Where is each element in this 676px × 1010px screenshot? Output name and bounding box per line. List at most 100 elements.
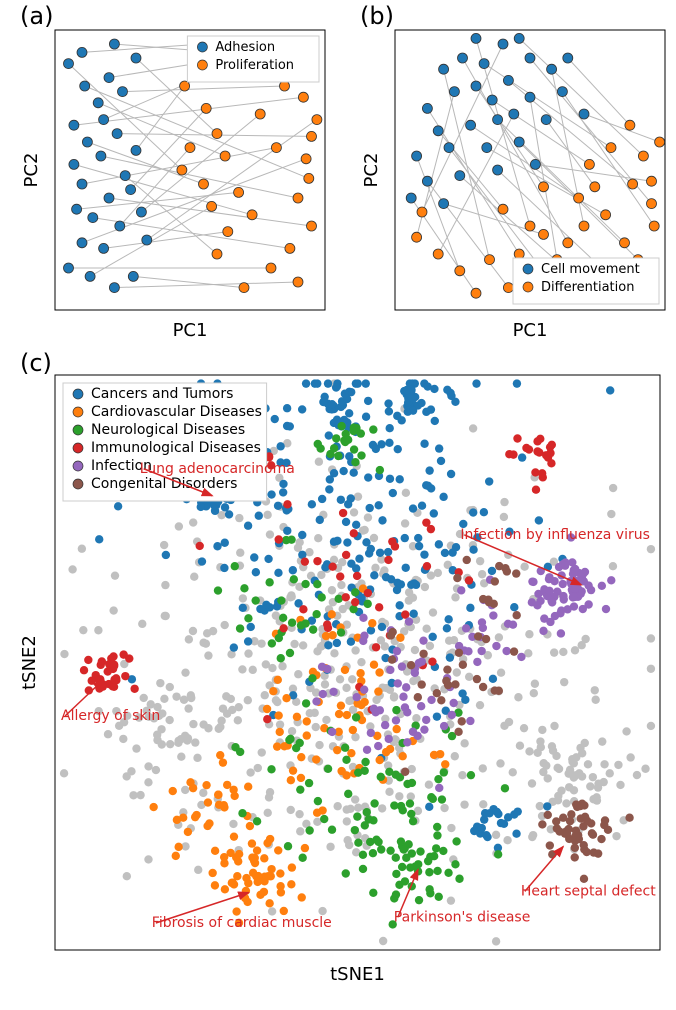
- point-series-a: [471, 33, 481, 43]
- tsne-point: [589, 773, 597, 781]
- tsne-point: [427, 793, 435, 801]
- point-series-a: [69, 159, 79, 169]
- tsne-point: [469, 508, 477, 516]
- tsne-point: [460, 800, 468, 808]
- tsne-point: [597, 835, 605, 843]
- tsne-point: [547, 459, 555, 467]
- tsne-point: [299, 641, 307, 649]
- tsne-point: [253, 817, 261, 825]
- tsne-point: [354, 768, 362, 776]
- tsne-point: [214, 586, 222, 594]
- tsne-point: [202, 640, 210, 648]
- point-series-a: [514, 33, 524, 43]
- tsne-point: [272, 611, 280, 619]
- tsne-point: [172, 692, 180, 700]
- point-series-a: [131, 145, 141, 155]
- point-series-a: [126, 185, 136, 195]
- tsne-point: [127, 767, 135, 775]
- tsne-point: [560, 595, 568, 603]
- tsne-point: [544, 774, 552, 782]
- tsne-point: [225, 510, 233, 518]
- tsne-point: [411, 669, 419, 677]
- tsne-point: [428, 633, 436, 641]
- tsne-point: [363, 600, 371, 608]
- point-series-a: [487, 95, 497, 105]
- point-series-a: [449, 87, 459, 97]
- legend-label: Cardiovascular Diseases: [91, 404, 262, 420]
- tsne-point: [482, 831, 490, 839]
- tsne-point: [220, 801, 228, 809]
- tsne-point: [543, 802, 551, 810]
- tsne-point: [283, 527, 291, 535]
- tsne-point: [356, 669, 364, 677]
- tsne-point: [415, 896, 423, 904]
- tsne-point: [275, 535, 283, 543]
- point-series-a: [77, 238, 87, 248]
- pair-edge: [460, 176, 568, 271]
- tsne-point: [311, 709, 319, 717]
- pair-edge: [133, 276, 244, 287]
- tsne-point: [189, 784, 197, 792]
- legend-marker: [73, 443, 83, 453]
- point-series-a: [557, 87, 567, 97]
- tsne-point: [246, 768, 254, 776]
- tsne-point: [473, 658, 481, 666]
- tsne-point: [381, 642, 389, 650]
- point-series-b: [649, 221, 659, 231]
- point-series-b: [247, 210, 257, 220]
- tsne-point: [492, 937, 500, 945]
- tsne-point: [197, 503, 205, 511]
- tsne-point: [402, 854, 410, 862]
- tsne-point: [84, 656, 92, 664]
- panel: PC1PC2(a)AdhesionProliferation: [20, 2, 325, 341]
- point-series-a: [493, 115, 503, 125]
- legend-marker: [73, 461, 83, 471]
- tsne-point: [110, 683, 118, 691]
- tsne-point: [533, 447, 541, 455]
- annotation-label: Allergy of skin: [61, 708, 160, 724]
- tsne-point: [227, 695, 235, 703]
- tsne-point: [204, 651, 212, 659]
- point-series-a: [479, 59, 489, 69]
- tsne-point: [622, 727, 630, 735]
- tsne-point: [165, 716, 173, 724]
- tsne-point: [152, 766, 160, 774]
- tsne-point: [376, 466, 384, 474]
- tsne-point: [377, 845, 385, 853]
- tsne-point: [538, 726, 546, 734]
- tsne-point: [372, 643, 380, 651]
- tsne-point: [381, 721, 389, 729]
- tsne-point: [607, 510, 615, 518]
- tsne-point: [343, 711, 351, 719]
- legend-marker: [197, 60, 207, 70]
- point-series-a: [64, 59, 74, 69]
- tsne-point: [345, 409, 353, 417]
- tsne-point: [489, 675, 497, 683]
- tsne-point: [123, 872, 131, 880]
- tsne-point: [579, 605, 587, 613]
- tsne-point: [279, 614, 287, 622]
- tsne-point: [280, 907, 288, 915]
- tsne-point: [561, 562, 569, 570]
- point-series-b: [647, 176, 657, 186]
- point-series-a: [458, 53, 468, 63]
- tsne-point: [594, 783, 602, 791]
- tsne-point: [104, 730, 112, 738]
- tsne-point: [279, 480, 287, 488]
- tsne-point: [424, 857, 432, 865]
- point-series-b: [590, 182, 600, 192]
- tsne-point: [144, 855, 152, 863]
- tsne-point: [274, 502, 282, 510]
- tsne-point: [552, 817, 560, 825]
- tsne-point: [254, 764, 262, 772]
- tsne-point: [379, 937, 387, 945]
- annotation-label: Infection by influenza virus: [460, 527, 650, 543]
- tsne-point: [374, 501, 382, 509]
- tsne-point: [415, 542, 423, 550]
- tsne-point: [394, 679, 402, 687]
- tsne-point: [385, 407, 393, 415]
- point-series-b: [498, 204, 508, 214]
- annotation-label: Lung adenocarcinoma: [140, 461, 295, 477]
- tsne-point: [514, 807, 522, 815]
- tsne-point: [403, 780, 411, 788]
